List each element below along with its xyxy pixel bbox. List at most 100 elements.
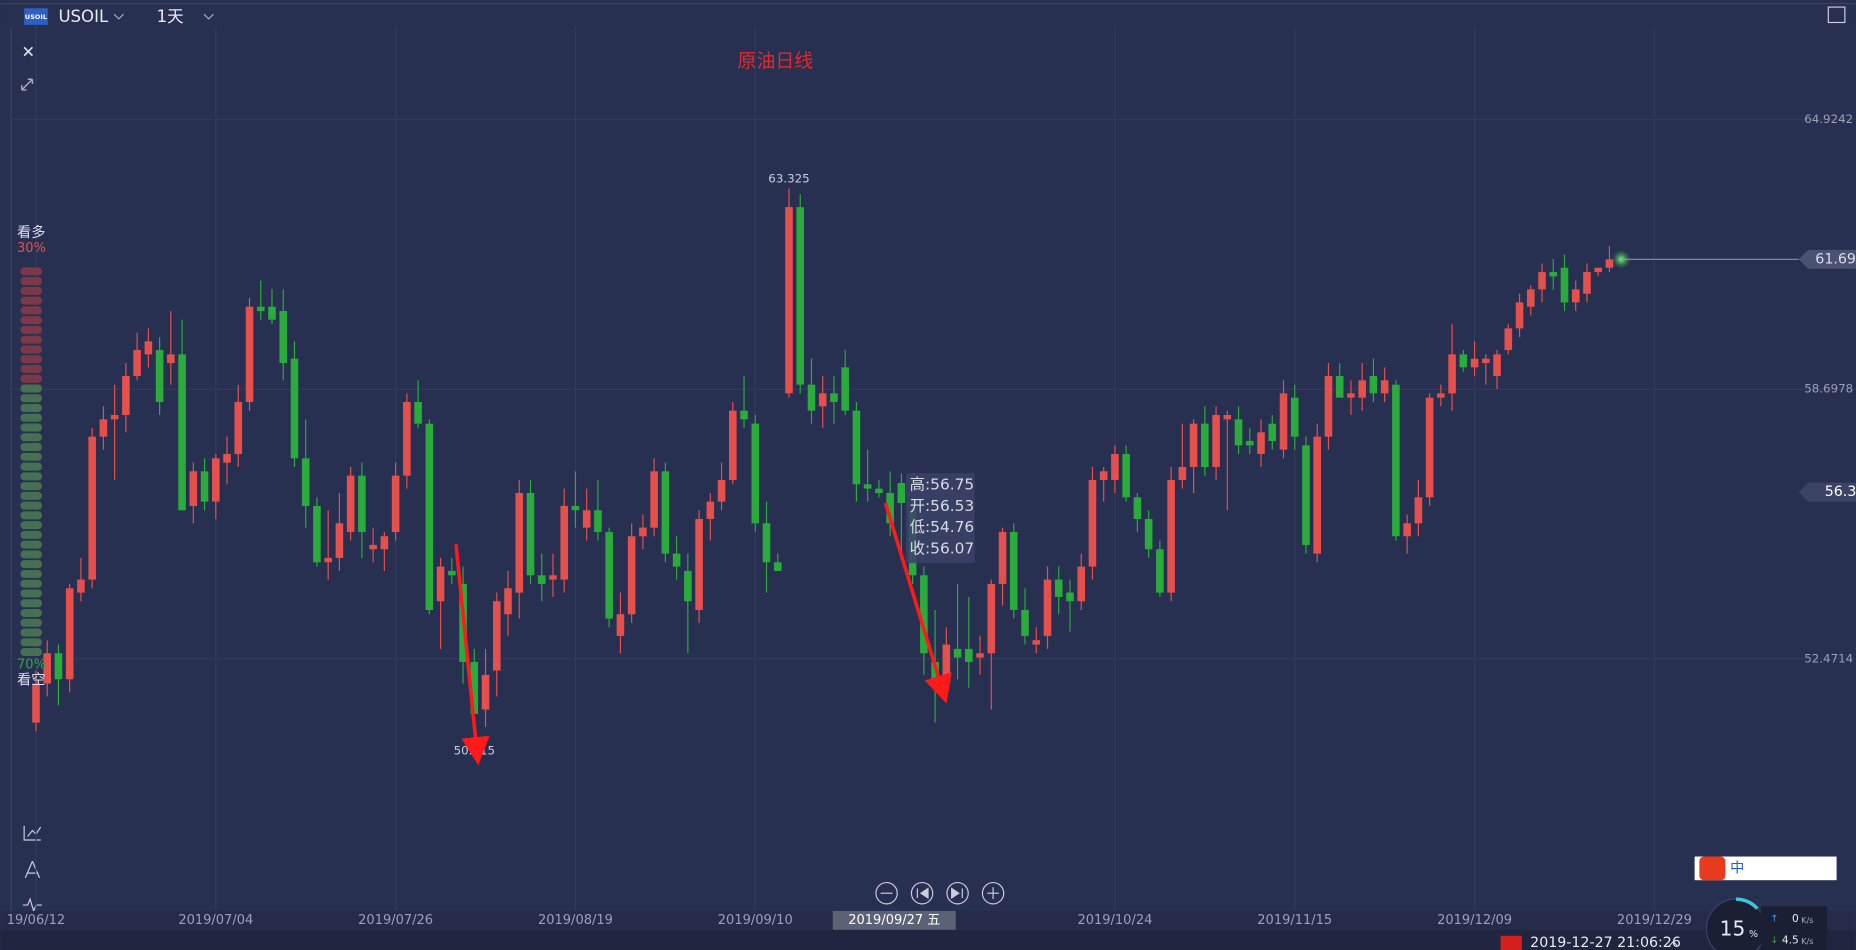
indicator-tool[interactable]	[23, 825, 42, 841]
candle-body	[1201, 423, 1209, 467]
sentiment-segment	[20, 648, 42, 657]
sentiment-segment	[20, 374, 42, 383]
sentiment-segment	[20, 569, 42, 578]
candle-body	[245, 306, 254, 403]
sentiment-segment	[20, 345, 42, 354]
candle-body	[886, 492, 894, 524]
candle-body	[863, 484, 872, 489]
candle-body	[1470, 358, 1479, 368]
ime-mode[interactable]: 中	[1730, 860, 1744, 876]
last-price-badge	[1798, 249, 1856, 269]
sentiment-segment	[20, 296, 42, 305]
candle-body	[729, 410, 737, 480]
period-dropdown[interactable]	[203, 13, 214, 20]
candle-body	[942, 644, 951, 684]
period[interactable]: 1天	[157, 7, 184, 26]
down-rate: 4.5	[1782, 934, 1799, 947]
candle-body	[998, 531, 1007, 584]
candle-body	[1369, 376, 1378, 394]
candle-body	[616, 614, 625, 636]
shrink-button[interactable]	[21, 78, 34, 91]
zoom-in[interactable]	[981, 881, 1005, 905]
x-tick-label: 2019/07/26	[358, 913, 433, 928]
candle-body	[1459, 354, 1468, 368]
min-label: 50.615	[454, 744, 495, 758]
candle-body	[1605, 259, 1614, 268]
zoom-out[interactable]	[875, 881, 898, 905]
close-button[interactable]	[23, 46, 34, 57]
go-end[interactable]	[946, 881, 969, 905]
candle-body	[178, 354, 186, 511]
candle-body	[549, 575, 557, 580]
up-rate: 0	[1792, 912, 1799, 925]
crosshair-price-label: 56.32	[1825, 484, 1856, 500]
candle-body	[268, 306, 276, 320]
candle-body	[223, 453, 231, 463]
wave-tool[interactable]	[22, 897, 42, 913]
candle-body	[313, 505, 321, 563]
tooltip-line: 开:56.53	[910, 497, 975, 515]
max-label: 63.325	[768, 172, 809, 186]
candle-body	[897, 483, 906, 503]
candle-body	[1392, 384, 1400, 537]
candle-body	[830, 393, 838, 403]
candle-body	[1088, 479, 1097, 567]
candle-body	[976, 653, 984, 658]
sentiment-segment	[20, 491, 42, 500]
candle-body	[571, 505, 580, 511]
candle-body	[841, 367, 849, 411]
crosshair-price-badge	[1798, 482, 1856, 502]
candle-body	[391, 475, 400, 532]
bull-value: 30%	[17, 241, 46, 256]
candle-body	[279, 311, 288, 364]
symbol-badge[interactable]	[24, 8, 48, 25]
candle-body	[751, 423, 760, 524]
go-start[interactable]	[910, 881, 934, 905]
candle-body	[953, 648, 962, 658]
x-tick-label: 19/06/12	[7, 913, 65, 928]
x-tick-label: 2019/11/15	[1257, 913, 1332, 928]
sentiment-segment	[20, 599, 42, 608]
sentiment-segment	[20, 423, 42, 432]
candle-body	[965, 648, 973, 662]
sentiment-segment	[20, 325, 42, 334]
sentiment-segment	[20, 452, 42, 461]
candle-body	[77, 579, 85, 593]
candle-body	[1335, 376, 1344, 398]
candle-body	[920, 575, 928, 654]
candle-body	[875, 488, 883, 493]
candle-body	[706, 501, 715, 519]
net-panel	[1760, 906, 1828, 950]
panel-button[interactable]	[1827, 6, 1846, 24]
up-arrow: ↑	[1770, 914, 1778, 925]
candle-body	[1560, 267, 1569, 303]
candle-body	[1290, 397, 1299, 437]
candle-body	[425, 423, 434, 610]
candle-body	[1583, 272, 1591, 294]
y-tick-label: 64.9242	[1804, 112, 1853, 126]
candle-body	[380, 536, 389, 550]
candle-body	[1077, 566, 1085, 602]
sentiment-segment	[20, 277, 42, 286]
candle-body	[369, 544, 377, 550]
symbol-dropdown[interactable]	[113, 13, 124, 20]
plot: 52.4714 58.6978 64.9242 19/06/12 2019/07/04 2…	[0, 26, 1856, 930]
candle-body	[448, 570, 456, 576]
sentiment-segment	[20, 628, 42, 637]
candle-body	[1515, 302, 1524, 329]
status-toggle[interactable]	[1668, 940, 1679, 947]
candle-body	[1234, 419, 1243, 446]
sentiment-segment	[20, 472, 42, 481]
x-tick-label: 2019/12/29	[1617, 913, 1692, 928]
candle-body	[672, 553, 681, 567]
candle-body	[200, 471, 209, 502]
up-unit: K/s	[1801, 915, 1814, 925]
candle-body	[785, 207, 793, 394]
candle-body	[324, 557, 332, 563]
candle-body	[1009, 531, 1018, 610]
x-tick-label: 2019/08/19	[538, 913, 613, 928]
ime-toolbar	[1694, 856, 1837, 881]
symbol[interactable]: USOIL	[58, 7, 109, 26]
top-bar	[0, 0, 1856, 29]
candle-body	[639, 527, 647, 537]
